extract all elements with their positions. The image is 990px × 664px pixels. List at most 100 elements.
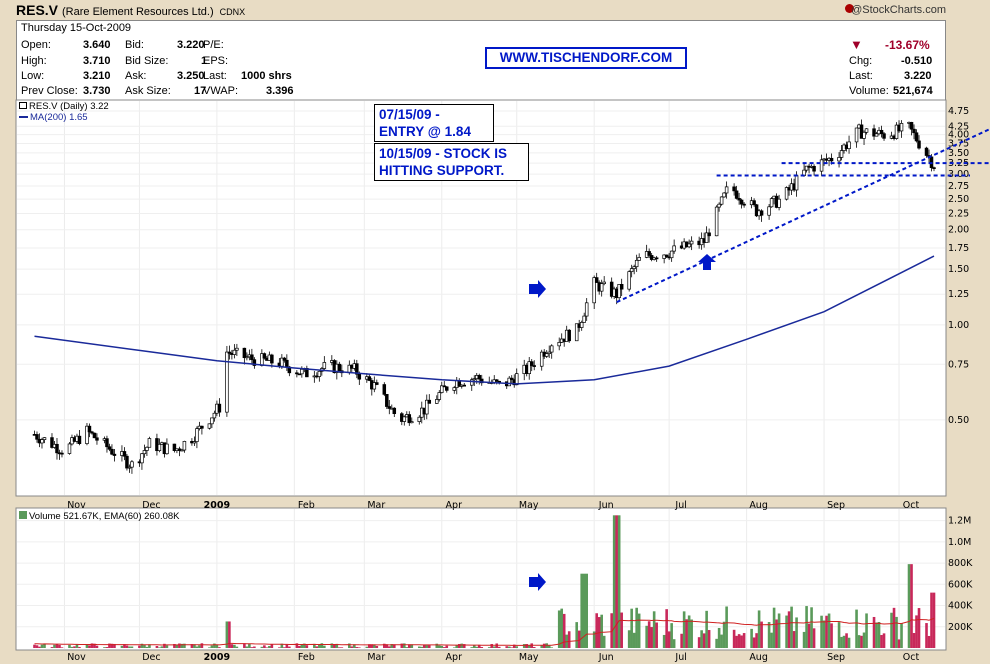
volume-bar xyxy=(93,643,96,648)
volume-bar xyxy=(90,643,94,648)
brand-logo-icon xyxy=(845,4,854,13)
volume-bar xyxy=(318,644,321,648)
price-x-tick-label: Mar xyxy=(367,500,385,511)
candle-body xyxy=(357,373,362,380)
candle-body xyxy=(687,243,691,248)
candle-body xyxy=(417,416,422,422)
candle-body xyxy=(407,414,412,424)
candle-body xyxy=(297,373,302,376)
price-y-tick-label: 1.75 xyxy=(948,243,969,254)
candle-body xyxy=(784,187,789,200)
candle-body xyxy=(627,271,631,290)
last-shares: 1000 shrs xyxy=(241,70,292,82)
volume-bar xyxy=(610,613,613,648)
volume-bar xyxy=(480,647,484,648)
volume-bar xyxy=(890,612,893,648)
candle-body xyxy=(819,159,824,172)
volume-bar xyxy=(225,621,229,648)
volume-bar xyxy=(88,645,91,648)
candle-body xyxy=(180,449,184,452)
volume-bar xyxy=(245,646,249,648)
candle-body xyxy=(599,283,604,292)
candle-body xyxy=(647,251,651,256)
symbol: RES.V xyxy=(16,2,59,18)
volume-bar xyxy=(632,632,636,648)
volume-bar xyxy=(575,622,578,648)
volume-bar xyxy=(138,645,141,648)
volume-bar xyxy=(812,628,816,648)
volume-bar xyxy=(767,622,771,648)
candle-body xyxy=(67,443,72,454)
candle-body xyxy=(602,281,606,285)
volume-bar xyxy=(298,645,301,648)
volume-label: Volume: xyxy=(849,85,889,97)
price-y-tick-label: 0.50 xyxy=(948,415,969,426)
volume-bar xyxy=(148,644,151,648)
volume-bar xyxy=(672,639,676,648)
volume-bar xyxy=(215,644,219,648)
volume-bar xyxy=(845,633,848,648)
volume-bar xyxy=(772,607,776,648)
volume-bar xyxy=(865,613,868,648)
volume-bar xyxy=(355,647,359,648)
volume-bar xyxy=(392,644,396,648)
volume-bar xyxy=(892,607,896,648)
volume-bar xyxy=(847,637,851,648)
volume-bar xyxy=(652,611,656,648)
ask-size-value: 17 xyxy=(194,85,207,97)
volume-bar xyxy=(927,635,931,648)
candle-body xyxy=(882,133,886,139)
candle-body xyxy=(317,370,322,377)
candle-body xyxy=(584,302,589,317)
price-y-tick-label: 0.75 xyxy=(948,359,969,370)
volume-bar xyxy=(777,613,781,648)
volume-bar xyxy=(830,623,833,648)
volume-bar xyxy=(862,632,866,648)
volume-bar xyxy=(557,610,561,648)
candle-body xyxy=(532,365,536,367)
volume-bar xyxy=(435,643,439,648)
volume-bar xyxy=(253,646,256,648)
volume-bar xyxy=(243,643,246,648)
candle-body xyxy=(232,349,237,355)
volume-legend: Volume 521.67K, EMA(60) 260.08K xyxy=(19,511,180,522)
volume-bar xyxy=(882,633,886,648)
volume-bar xyxy=(387,646,391,648)
volume-bar xyxy=(700,630,703,648)
volume-bar xyxy=(78,646,81,648)
candle-body xyxy=(295,372,299,375)
candle-body xyxy=(210,417,214,425)
candle-body xyxy=(442,385,447,388)
volume-bar xyxy=(365,646,369,648)
website-banner: WWW.TISCHENDORF.COM xyxy=(485,47,687,69)
eps-label: EPS: xyxy=(203,55,229,67)
volume-bar xyxy=(420,646,424,648)
volume-bar xyxy=(592,631,596,648)
volume-bar xyxy=(190,644,194,648)
volume-bar xyxy=(680,633,683,648)
candle-body xyxy=(707,232,711,237)
volume-bar xyxy=(532,647,536,648)
volume-bar xyxy=(38,646,41,648)
candle-body xyxy=(105,438,109,448)
high-value: 3.710 xyxy=(83,55,111,67)
volume-bar xyxy=(595,613,598,648)
volume-bar xyxy=(427,645,431,648)
volume-bar xyxy=(460,643,464,648)
volume-bar xyxy=(183,643,186,648)
price-x-axis: Nov Dec 2009 Feb Mar Apr May Jun Jul Aug Sep Oct xyxy=(67,500,919,511)
volume-y-tick-label: 200K xyxy=(948,622,973,633)
volume-x-tick-label: Nov xyxy=(67,652,86,663)
volume-bar xyxy=(560,608,564,648)
candle-body xyxy=(337,363,342,372)
candle-body xyxy=(669,250,674,259)
candle-body xyxy=(385,394,389,407)
candle-body xyxy=(804,165,809,171)
volume-bar xyxy=(68,644,71,648)
candle-body xyxy=(717,203,721,208)
volume-bar xyxy=(490,643,494,648)
volume-bar xyxy=(707,630,711,648)
volume-bar xyxy=(880,635,883,648)
prev-close-value: 3.730 xyxy=(83,85,111,97)
candle-body xyxy=(252,359,257,366)
